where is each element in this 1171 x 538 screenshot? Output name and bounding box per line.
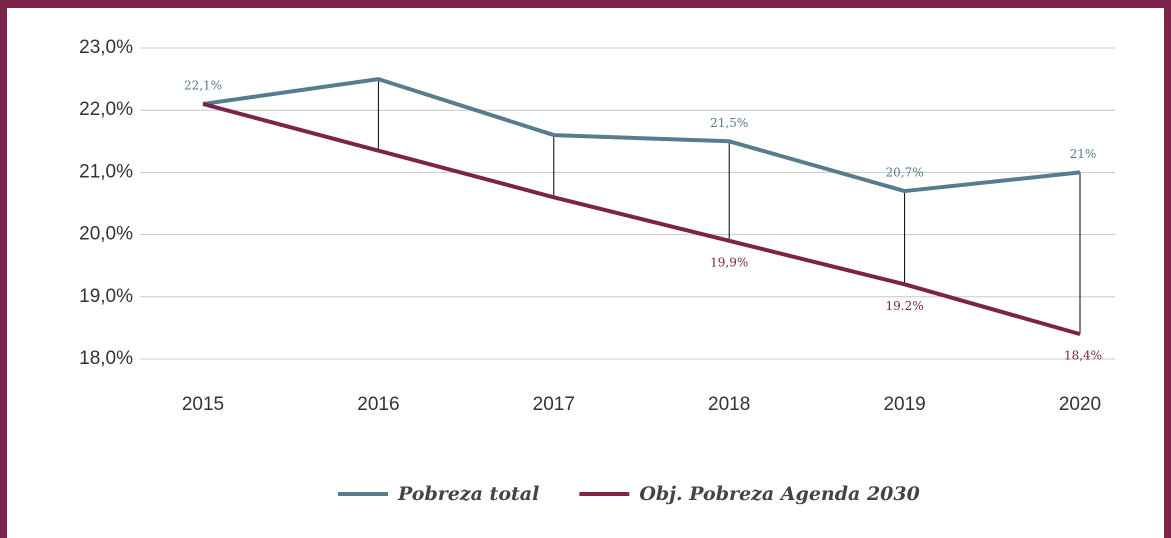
legend-label: Obj. Pobreza Agenda 2030 <box>639 483 920 505</box>
x-tick-label: 2018 <box>708 394 750 415</box>
y-tick-label: 21,0% <box>79 161 133 182</box>
frame-left <box>0 0 7 538</box>
data-label: 21,5% <box>710 116 748 130</box>
y-tick-label: 19,0% <box>79 286 133 307</box>
x-tick-label: 2015 <box>182 394 224 415</box>
x-tick-label: 2019 <box>883 394 925 415</box>
x-tick-label: 2020 <box>1059 394 1101 415</box>
data-label: 19,9% <box>710 255 748 269</box>
data-label: 20,7% <box>886 166 924 180</box>
y-tick-label: 18,0% <box>79 348 133 369</box>
series-line <box>202 102 1081 337</box>
x-tick-label: 2016 <box>357 394 399 415</box>
series-line <box>202 77 1081 194</box>
data-label: 19.2% <box>886 299 924 313</box>
legend-label: Pobreza total <box>397 483 539 505</box>
data-label: 18,4% <box>1064 349 1102 363</box>
title-band <box>0 0 1171 8</box>
data-label: 22,1% <box>184 78 222 92</box>
y-tick-label: 23,0% <box>79 37 133 58</box>
frame-right <box>1164 0 1171 538</box>
y-tick-label: 20,0% <box>79 224 133 245</box>
data-label: 21% <box>1070 147 1097 161</box>
x-tick-label: 2017 <box>533 394 575 415</box>
y-tick-label: 22,0% <box>79 99 133 120</box>
